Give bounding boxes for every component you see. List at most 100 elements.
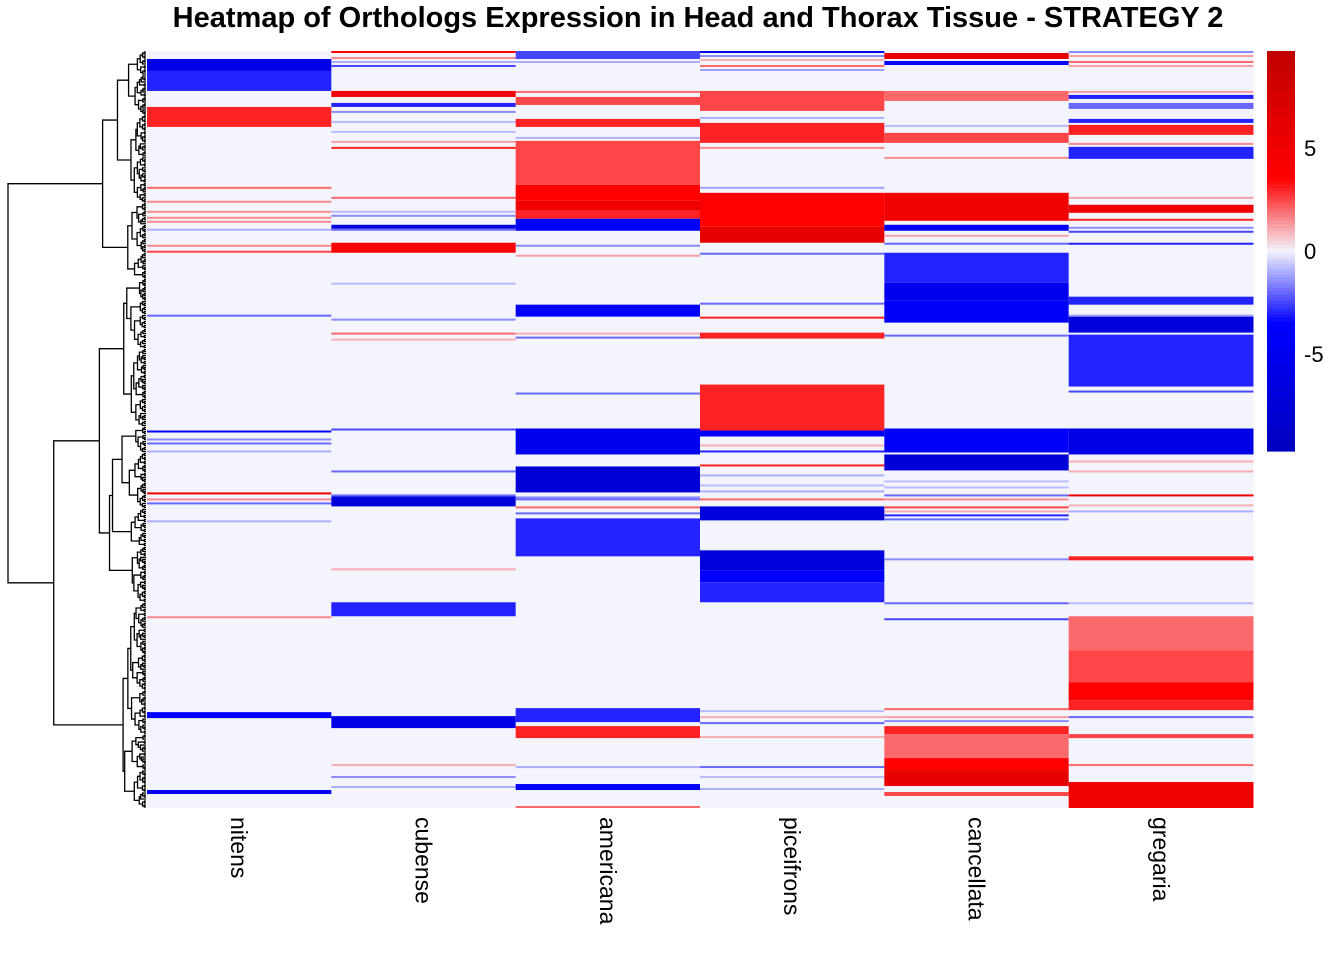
legend-color-step — [1267, 387, 1295, 392]
legend-color-step — [1267, 301, 1295, 305]
dendrogram-branch — [142, 575, 146, 580]
dendrogram-branch — [141, 218, 146, 223]
dendrogram-branch — [143, 442, 146, 447]
dendrogram-branch — [142, 427, 145, 434]
dendrogram-branch — [143, 446, 146, 451]
dendrogram-branch — [143, 760, 146, 764]
dendrogram-branch — [140, 184, 145, 191]
dendrogram-branch — [143, 574, 146, 578]
dendrogram-branch — [143, 654, 146, 658]
legend-color-step — [1267, 164, 1295, 169]
dendrogram-branch — [143, 426, 146, 431]
legend-color-step — [1267, 234, 1295, 239]
heatmap-cell — [700, 122, 885, 143]
dendrogram-branch — [143, 420, 146, 425]
legend-color-step — [1267, 224, 1295, 229]
dendrogram-branch — [141, 777, 145, 783]
legend-color-step — [1267, 137, 1295, 142]
legend-color-step — [1267, 251, 1295, 255]
dendrogram-branch — [7, 183, 103, 584]
legend-color-step — [1267, 281, 1295, 285]
heatmap-cell-background — [147, 51, 332, 808]
dendrogram-branch — [139, 497, 143, 506]
legend-color-step — [1267, 54, 1295, 59]
heatmap-cell — [331, 51, 517, 53]
heatmap-cell — [147, 498, 332, 501]
heatmap-cell — [884, 726, 1070, 735]
heatmap-cell — [700, 776, 885, 779]
dendrogram-branch — [141, 52, 145, 58]
heatmap-cell — [331, 102, 517, 107]
dendrogram-branch — [137, 487, 142, 503]
dendrogram-branch — [143, 51, 146, 55]
dendrogram-branch — [142, 364, 146, 370]
dendrogram-branch — [133, 167, 138, 193]
dendrogram-branch — [139, 679, 144, 687]
legend-color-step — [1267, 174, 1295, 179]
dendrogram-branch — [143, 316, 146, 321]
heatmap-cell — [515, 332, 701, 335]
heatmap-cell — [884, 720, 1070, 723]
dendrogram-branch — [124, 750, 135, 792]
dendrogram-branch — [141, 453, 145, 460]
dendrogram-branch — [143, 193, 146, 197]
dendrogram-branch — [143, 55, 146, 59]
dendrogram-branch — [143, 682, 146, 686]
dendrogram-branch — [143, 404, 146, 409]
dendrogram-branch — [143, 714, 146, 718]
dendrogram-branch — [143, 245, 146, 249]
dendrogram-branch — [142, 288, 146, 293]
heatmap-cell — [1068, 90, 1254, 93]
dendrogram-branch — [139, 709, 145, 717]
dendrogram-branch — [143, 287, 146, 291]
dendrogram-branch — [133, 574, 141, 592]
heatmap-cell — [147, 244, 332, 247]
dendrogram-branch — [141, 384, 146, 390]
heatmap-cell — [884, 234, 1070, 237]
heatmap-cell — [1068, 102, 1254, 109]
heatmap-cell — [147, 228, 332, 231]
dendrogram-branch — [143, 211, 146, 215]
dendrogram-branch — [143, 586, 146, 590]
dendrogram-branch — [143, 612, 146, 616]
dendrogram-branch — [143, 271, 146, 275]
legend-color-step — [1267, 124, 1295, 129]
heatmap-cell — [1068, 60, 1254, 63]
dendrogram-branch — [141, 683, 145, 689]
dendrogram-branch — [143, 542, 146, 546]
dendrogram-branch — [143, 602, 146, 606]
legend-color-step — [1267, 221, 1295, 225]
legend-color-step — [1267, 214, 1295, 219]
heatmap-cell — [1068, 54, 1254, 57]
dendrogram-branch — [143, 59, 146, 63]
dendrogram-branch — [122, 677, 128, 772]
dendrogram-branch — [143, 534, 146, 539]
dendrogram-branch — [135, 382, 143, 396]
dendrogram-branch — [130, 697, 140, 720]
dendrogram-branch — [139, 581, 145, 588]
legend-color-step — [1267, 217, 1295, 222]
dendrogram-branch — [143, 179, 146, 183]
legend-color-step — [1267, 391, 1295, 395]
legend-color-step — [1267, 94, 1295, 99]
dendrogram-branch — [143, 229, 146, 233]
heatmap-cell — [884, 156, 1070, 159]
heatmap-cell — [147, 70, 332, 91]
dendrogram-branch — [141, 405, 145, 412]
legend-color-step — [1267, 57, 1295, 62]
heatmap-cell — [700, 450, 885, 453]
heatmap-cell — [884, 558, 1070, 561]
dendrogram-branch — [139, 302, 143, 312]
dendrogram-branch — [143, 175, 146, 179]
heatmap-cell — [331, 332, 517, 335]
heatmap-cell — [331, 318, 517, 321]
legend-color-step — [1267, 77, 1295, 82]
dendrogram-branch — [143, 646, 146, 650]
legend-color-step — [1267, 374, 1295, 379]
dendrogram-branch — [143, 225, 146, 229]
dendrogram-branch — [133, 612, 138, 641]
dendrogram-branch — [143, 452, 146, 457]
legend-color-step — [1267, 411, 1295, 415]
heatmap-cell — [700, 736, 885, 739]
